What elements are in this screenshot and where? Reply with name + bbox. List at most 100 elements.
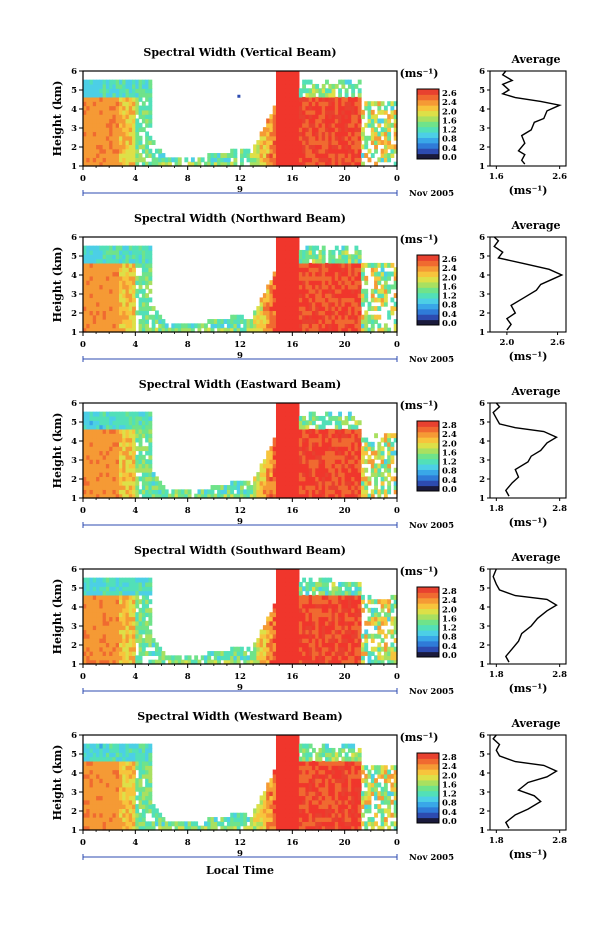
heatmap-cell	[347, 284, 352, 290]
heatmap-cell	[285, 71, 290, 76]
heatmap-cell	[102, 83, 107, 89]
heatmap-cell	[122, 480, 127, 486]
heatmap-cell	[112, 489, 117, 495]
heatmap-cell	[354, 262, 359, 268]
heatmap-cell	[132, 625, 136, 631]
heatmap-cell	[269, 144, 274, 150]
heatmap-cell	[357, 581, 362, 587]
heatmap-cell	[269, 323, 274, 329]
heatmap-cell	[200, 655, 205, 661]
heatmap-cell	[344, 323, 349, 329]
heatmap-cell	[341, 280, 346, 286]
heatmap-cell	[109, 101, 114, 107]
heatmap-cell	[272, 489, 277, 495]
heatmap-cell	[289, 467, 293, 473]
heatmap-cell	[387, 480, 392, 486]
heatmap-cell	[305, 463, 310, 469]
heatmap-cell	[305, 258, 310, 264]
heatmap-cell	[89, 655, 94, 661]
heatmap-cell	[109, 249, 114, 255]
heatmap-cell	[141, 271, 146, 277]
heatmap-cell	[230, 646, 235, 652]
heatmap-cell	[292, 161, 297, 167]
heatmap-cell	[181, 489, 185, 495]
heatmap-cell	[370, 599, 375, 605]
heatmap-cell	[347, 127, 352, 133]
heatmap-cell	[315, 428, 320, 434]
heatmap-cell	[334, 424, 339, 430]
heatmap-cell	[112, 594, 117, 600]
heatmap-cell	[328, 271, 333, 277]
heatmap-cell	[89, 646, 94, 652]
heatmap-cell	[341, 254, 346, 260]
heatmap-cell	[315, 127, 320, 133]
heatmap-cell	[89, 472, 94, 478]
heatmap-cell	[102, 153, 107, 158]
heatmap-cell	[334, 83, 339, 89]
heatmap-cell	[102, 424, 107, 430]
heatmap-cell	[141, 105, 146, 111]
heatmap-cell	[315, 433, 320, 439]
heatmap-cell	[230, 314, 235, 320]
heatmap-cell	[86, 415, 91, 421]
heatmap-cell	[112, 161, 117, 167]
heatmap-cell	[92, 131, 97, 137]
heatmap-cell	[141, 616, 146, 622]
heatmap-cell	[115, 96, 120, 102]
heatmap-cell	[138, 258, 143, 264]
heatmap-cell	[285, 92, 290, 98]
heatmap-cell	[357, 88, 362, 94]
heatmap-cell	[331, 262, 336, 268]
heatmap-cell	[295, 323, 300, 329]
heatmap-cell	[266, 467, 271, 473]
heatmap-cell	[275, 646, 280, 652]
heatmap-cell	[383, 144, 388, 150]
heatmap-cell	[341, 127, 346, 133]
heatmap-cell	[341, 314, 346, 320]
heatmap-cell	[387, 603, 392, 609]
heatmap-cell	[292, 403, 297, 408]
heatmap-cell	[135, 144, 140, 150]
heatmap-cell	[318, 581, 323, 587]
heatmap-cell	[315, 638, 320, 644]
heatmap-cell	[282, 144, 287, 150]
heatmap-cell	[334, 586, 339, 592]
heatmap-cell	[115, 480, 120, 486]
heatmap-cell	[338, 607, 342, 613]
heatmap-cell	[325, 319, 329, 324]
heatmap-cell	[262, 144, 267, 150]
heatmap-cell	[387, 454, 392, 460]
heatmap-cell	[125, 594, 130, 600]
x-tick-label: 4	[132, 506, 138, 516]
colorbar-swatch	[417, 271, 439, 278]
heatmap-cell	[249, 323, 254, 329]
heatmap-cell	[279, 327, 284, 333]
heatmap-cell	[308, 633, 313, 639]
heatmap-cell	[132, 642, 136, 648]
heatmap-cell	[102, 659, 107, 665]
heatmap-cell	[292, 651, 297, 656]
heatmap-cell	[318, 280, 323, 286]
colorbar-frame	[416, 88, 440, 160]
heatmap-cell	[331, 161, 336, 167]
heatmap-cell	[102, 489, 107, 495]
heatmap-cell	[125, 415, 130, 421]
heatmap-cell	[387, 122, 392, 128]
heatmap-cell	[99, 262, 104, 268]
heatmap-cell	[86, 306, 91, 312]
heatmap-cell	[112, 633, 117, 639]
heatmap-cell	[122, 459, 127, 465]
heatmap-cell	[308, 140, 313, 146]
heatmap-cell	[272, 625, 277, 631]
heatmap-cell	[118, 319, 123, 324]
heatmap-cell	[86, 122, 91, 128]
heatmap-cell	[105, 280, 110, 286]
heatmap-cell	[311, 319, 316, 324]
heatmap-cell	[318, 105, 323, 111]
heatmap-cell	[96, 411, 100, 417]
heatmap-cell	[328, 131, 333, 137]
heatmap-cell	[102, 323, 107, 329]
heatmap-cell	[354, 433, 359, 439]
heatmap-cell	[256, 642, 261, 648]
heatmap-cell	[282, 323, 287, 329]
